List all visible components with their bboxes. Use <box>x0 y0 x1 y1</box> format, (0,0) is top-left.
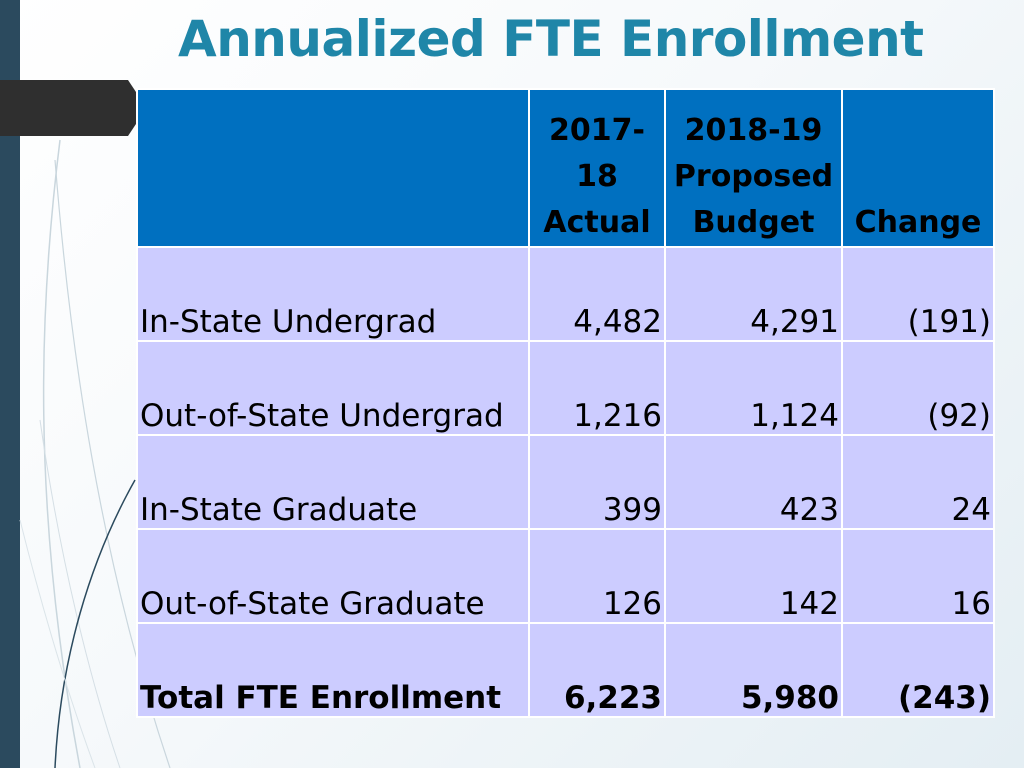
row-proposed: 4,291 <box>664 246 843 342</box>
header-actual-year: 2017-18 <box>549 113 645 194</box>
row-change: (191) <box>841 246 995 342</box>
row-change: 24 <box>841 434 995 530</box>
header-proposed-budget: Budget <box>692 205 815 240</box>
decorative-lines <box>19 139 171 768</box>
row-proposed: 423 <box>664 434 843 530</box>
table-row: In-State Undergrad 4,482 4,291 (191) <box>136 246 995 342</box>
row-change: 16 <box>841 528 995 624</box>
row-proposed: 142 <box>664 528 843 624</box>
table-row: Out-of-State Graduate 126 142 16 <box>136 528 995 624</box>
header-proposed-year: 2018-19 <box>684 113 823 148</box>
row-label: Out-of-State Graduate <box>136 528 530 624</box>
row-change: (92) <box>841 340 995 436</box>
total-actual: 6,223 <box>528 622 666 718</box>
slide-title: Annualized FTE Enrollment <box>178 10 924 68</box>
left-accent-bar <box>0 0 20 768</box>
total-label: Total FTE Enrollment <box>136 622 530 718</box>
table-header-row: 2017-18 Actual 2018-19 Proposed Budget C… <box>136 88 995 248</box>
row-label: Out-of-State Undergrad <box>136 340 530 436</box>
row-actual: 1,216 <box>528 340 666 436</box>
header-actual-label: Actual <box>543 205 651 240</box>
fte-enrollment-table: 2017-18 Actual 2018-19 Proposed Budget C… <box>136 88 995 718</box>
table-total-row: Total FTE Enrollment 6,223 5,980 (243) <box>136 622 995 718</box>
total-change: (243) <box>841 622 995 718</box>
header-change: Change <box>841 88 995 248</box>
header-proposed-label: Proposed <box>673 159 834 194</box>
header-label-cell <box>136 88 530 248</box>
row-actual: 399 <box>528 434 666 530</box>
row-proposed: 1,124 <box>664 340 843 436</box>
row-label: In-State Undergrad <box>136 246 530 342</box>
row-actual: 126 <box>528 528 666 624</box>
table-row: Out-of-State Undergrad 1,216 1,124 (92) <box>136 340 995 436</box>
row-label: In-State Graduate <box>136 434 530 530</box>
header-proposed: 2018-19 Proposed Budget <box>664 88 843 248</box>
total-proposed: 5,980 <box>664 622 843 718</box>
dark-tab-shape <box>0 80 136 136</box>
header-actual: 2017-18 Actual <box>528 88 666 248</box>
row-actual: 4,482 <box>528 246 666 342</box>
table-row: In-State Graduate 399 423 24 <box>136 434 995 530</box>
